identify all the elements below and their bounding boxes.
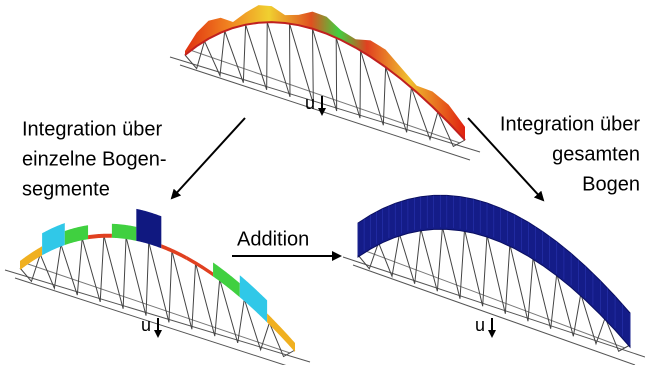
ground-line xyxy=(180,65,470,160)
truss xyxy=(104,236,126,309)
load-label: u xyxy=(475,315,485,335)
arch-segment xyxy=(42,223,65,255)
truss xyxy=(61,238,82,295)
truss xyxy=(82,236,104,302)
load-label: u xyxy=(141,315,151,335)
arch-segment xyxy=(213,262,240,297)
truss xyxy=(421,227,443,291)
arch-segment xyxy=(240,275,267,322)
arch-segment xyxy=(187,256,213,276)
right-label: Bogen xyxy=(582,173,640,195)
arrow-label: Addition xyxy=(237,228,309,250)
arch-segment xyxy=(65,225,88,245)
truss xyxy=(442,227,464,299)
truss xyxy=(487,235,510,314)
left-label: einzelne Bogen- xyxy=(22,148,167,170)
load-label: u xyxy=(305,93,315,113)
arch xyxy=(185,22,465,140)
diagram: Integration über einzelne Bogen- segment… xyxy=(0,0,645,365)
right-label: gesamten xyxy=(552,143,640,165)
truss xyxy=(149,242,172,322)
truss xyxy=(246,22,268,90)
right-label: Integration über xyxy=(500,113,640,135)
truss xyxy=(313,29,337,111)
arch-segment xyxy=(112,224,136,241)
truss xyxy=(399,229,420,284)
truss xyxy=(267,22,290,97)
truss xyxy=(225,25,246,83)
truss xyxy=(336,38,360,118)
arch-segment xyxy=(88,234,112,239)
arrow xyxy=(172,118,245,198)
ground-line xyxy=(190,50,460,143)
left-label: segmente xyxy=(22,178,110,200)
truss xyxy=(465,229,487,306)
arch-segment xyxy=(136,209,161,248)
left-label: Integration über xyxy=(22,118,162,140)
